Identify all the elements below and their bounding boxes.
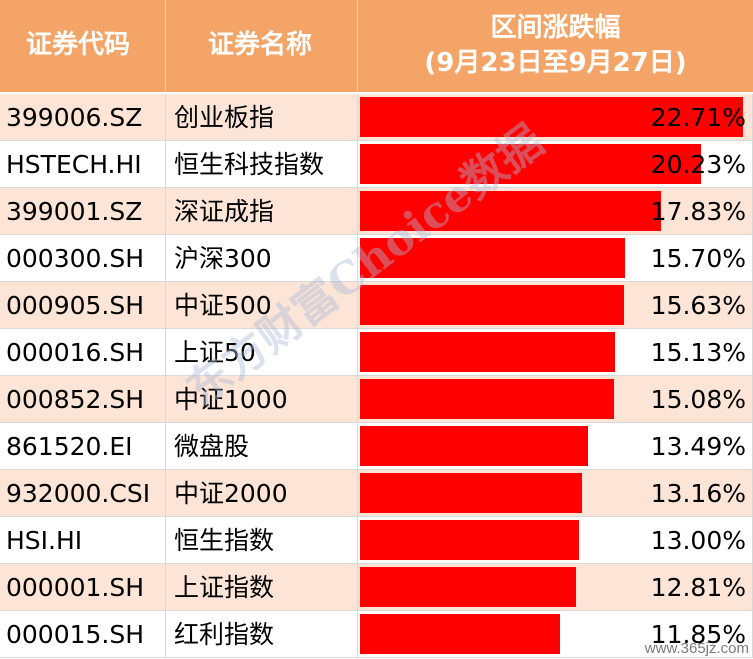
table-row: 000852.SH 中证1000 15.08% [0,376,753,423]
security-name: 创业板指 [166,94,358,141]
change-value-label: 13.49% [650,432,746,461]
change-bar [360,473,582,513]
security-code: 932000.CSI [0,470,166,517]
change-cell: 15.63% [358,282,753,329]
security-name: 中证2000 [166,470,358,517]
table-row: 000015.SH 红利指数 11.85% [0,611,753,658]
security-code: 000852.SH [0,376,166,423]
change-bar [360,614,560,654]
security-code: 861520.EI [0,423,166,470]
security-code: 000015.SH [0,611,166,658]
security-name: 微盘股 [166,423,358,470]
header-name: 证券名称 [166,0,358,92]
security-name: 上证50 [166,329,358,376]
security-code: 000016.SH [0,329,166,376]
change-value-label: 11.85% [650,620,746,649]
security-code: HSI.HI [0,517,166,564]
table-row: 399006.SZ 创业板指 22.71% [0,94,753,141]
security-code: 399001.SZ [0,188,166,235]
security-name: 深证成指 [166,188,358,235]
table-row: 000016.SH 上证50 15.13% [0,329,753,376]
header-code-label: 证券代码 [26,30,131,61]
change-cell: 22.71% [358,94,753,141]
change-value-label: 13.16% [650,479,746,508]
change-cell: 13.16% [358,470,753,517]
change-cell: 20.23% [358,141,753,188]
security-code: 399006.SZ [0,94,166,141]
change-bar [360,191,661,231]
table-row: HSI.HI 恒生指数 13.00% [0,517,753,564]
header-name-label: 证券名称 [208,30,313,61]
security-code: 000001.SH [0,564,166,611]
change-cell: 17.83% [358,188,753,235]
security-code: 000300.SH [0,235,166,282]
table-row: 399001.SZ 深证成指 17.83% [0,188,753,235]
change-bar [360,97,743,137]
change-cell: 15.08% [358,376,753,423]
change-value-label: 22.71% [650,103,746,132]
table-row: 000001.SH 上证指数 12.81% [0,564,753,611]
change-cell: 12.81% [358,564,753,611]
change-bar [360,238,625,278]
change-bar [360,379,614,419]
change-bar [360,567,576,607]
change-cell: 13.00% [358,517,753,564]
header-change-period: (9月23日至9月27日) [424,48,687,78]
change-value-label: 15.70% [650,244,746,273]
security-name: 恒生科技指数 [166,141,358,188]
header-code: 证券代码 [0,0,166,92]
change-bar [360,144,701,184]
change-value-label: 15.63% [650,291,746,320]
header-change-title: 区间涨跌幅 [490,12,621,43]
change-bar [360,332,615,372]
change-value-label: 12.81% [650,573,746,602]
change-cell: 15.70% [358,235,753,282]
table-row: 861520.EI 微盘股 13.49% [0,423,753,470]
table-row: 000905.SH 中证500 15.63% [0,282,753,329]
change-value-label: 13.00% [650,526,746,555]
security-name: 沪深300 [166,235,358,282]
change-bar [360,520,579,560]
security-name: 恒生指数 [166,517,358,564]
security-name: 中证500 [166,282,358,329]
security-code: 000905.SH [0,282,166,329]
security-name: 红利指数 [166,611,358,658]
change-value-label: 20.23% [650,150,746,179]
security-name: 中证1000 [166,376,358,423]
change-bar [360,426,588,466]
change-value-label: 15.08% [650,385,746,414]
change-cell: 11.85% [358,611,753,658]
change-value-label: 15.13% [650,338,746,367]
security-name: 上证指数 [166,564,358,611]
change-bar [360,285,624,325]
table-row: HSTECH.HI 恒生科技指数 20.23% [0,141,753,188]
table-row: 000300.SH 沪深300 15.70% [0,235,753,282]
change-cell: 15.13% [358,329,753,376]
security-code: HSTECH.HI [0,141,166,188]
table-row: 932000.CSI 中证2000 13.16% [0,470,753,517]
change-cell: 13.49% [358,423,753,470]
change-value-label: 17.83% [650,197,746,226]
header-change: 区间涨跌幅 (9月23日至9月27日) [358,0,753,92]
